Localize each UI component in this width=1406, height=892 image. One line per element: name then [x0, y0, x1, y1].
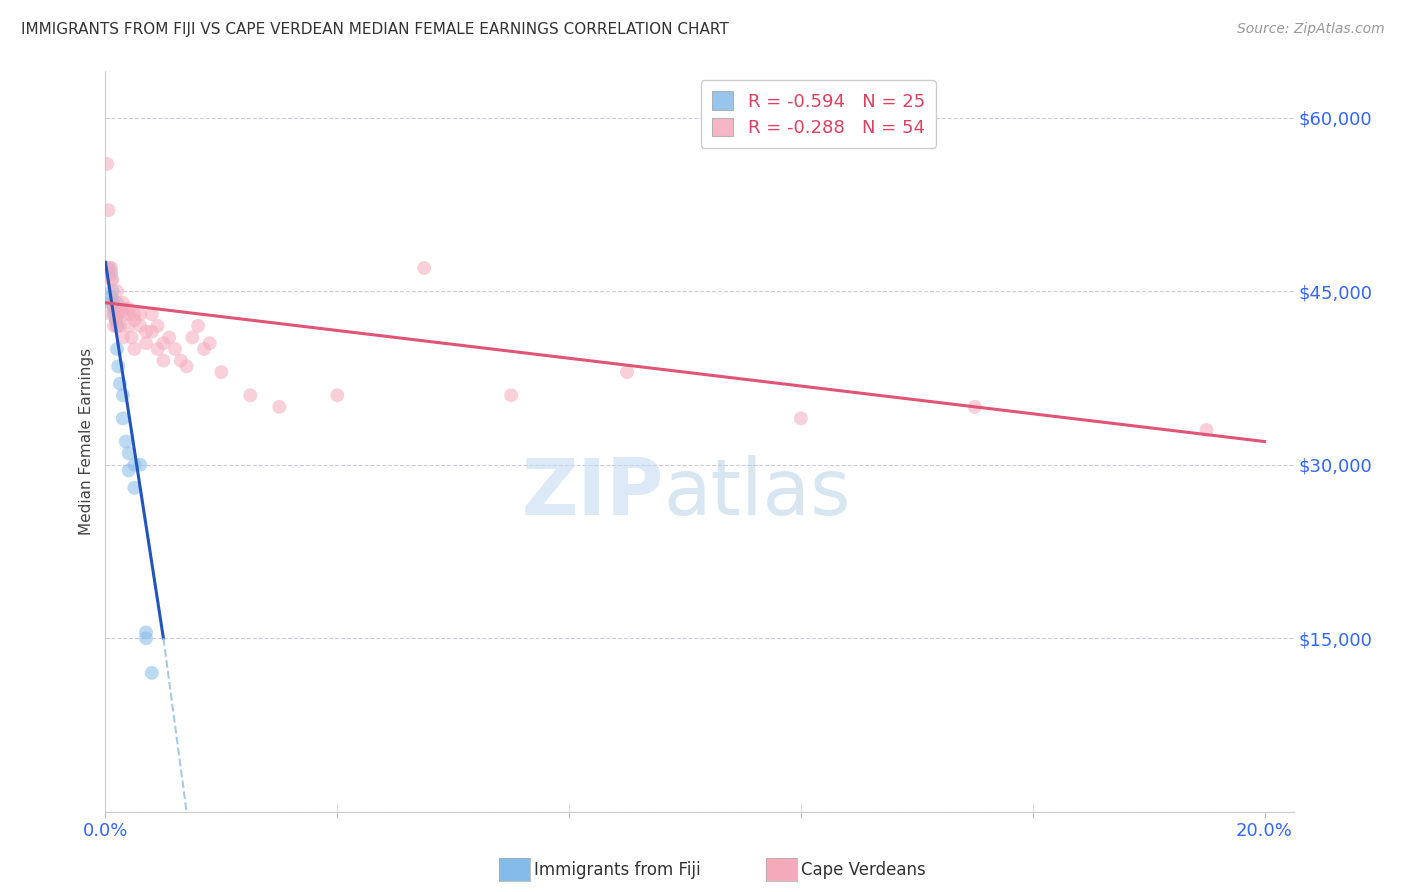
Point: [187, 318, 209, 333]
Text: Cape Verdeans: Cape Verdeans: [801, 861, 927, 879]
Point: [413, 260, 436, 275]
Point: [101, 272, 124, 286]
Text: IMMIGRANTS FROM FIJI VS CAPE VERDEAN MEDIAN FEMALE EARNINGS CORRELATION CHART: IMMIGRANTS FROM FIJI VS CAPE VERDEAN MED…: [21, 22, 728, 37]
Point: [97, 260, 120, 275]
Point: [100, 272, 122, 286]
Point: [111, 411, 134, 425]
Point: [103, 301, 125, 316]
Point: [152, 336, 174, 351]
Point: [114, 434, 136, 449]
Point: [103, 301, 125, 316]
Point: [103, 307, 125, 321]
Point: [141, 665, 163, 680]
Point: [198, 336, 221, 351]
Point: [146, 318, 169, 333]
Point: [1195, 423, 1218, 437]
Point: [141, 307, 163, 321]
Point: [100, 267, 122, 281]
Point: [101, 295, 124, 310]
Point: [124, 307, 146, 321]
Point: [170, 353, 193, 368]
Point: [152, 353, 174, 368]
Point: [100, 307, 122, 321]
Point: [111, 295, 134, 310]
Point: [108, 318, 131, 333]
Point: [103, 318, 125, 333]
Point: [124, 481, 146, 495]
Point: [105, 318, 128, 333]
Point: [129, 458, 152, 472]
Point: [121, 330, 143, 344]
Point: [100, 290, 122, 304]
Point: [129, 318, 152, 333]
Text: Source: ZipAtlas.com: Source: ZipAtlas.com: [1237, 22, 1385, 37]
Point: [117, 463, 139, 477]
Point: [105, 342, 128, 356]
Point: [108, 376, 131, 391]
Legend: R = -0.594   N = 25, R = -0.288   N = 54: R = -0.594 N = 25, R = -0.288 N = 54: [700, 80, 936, 148]
Point: [181, 330, 204, 344]
Point: [100, 260, 122, 275]
Point: [98, 295, 121, 310]
Point: [107, 359, 129, 374]
Point: [193, 342, 215, 356]
Point: [117, 318, 139, 333]
Point: [105, 284, 128, 298]
Point: [124, 342, 146, 356]
Point: [163, 342, 186, 356]
Point: [135, 625, 157, 640]
Point: [111, 307, 134, 321]
Point: [101, 284, 124, 298]
Point: [124, 313, 146, 327]
Point: [239, 388, 262, 402]
Point: [157, 330, 180, 344]
Point: [117, 301, 139, 316]
Point: [111, 301, 134, 316]
Point: [105, 295, 128, 310]
Point: [146, 342, 169, 356]
Point: [176, 359, 198, 374]
Point: [105, 318, 128, 333]
Point: [135, 336, 157, 351]
Point: [97, 203, 120, 218]
Point: [101, 295, 124, 310]
Point: [135, 631, 157, 645]
Text: atlas: atlas: [664, 455, 852, 532]
Point: [111, 330, 134, 344]
Point: [135, 325, 157, 339]
Point: [107, 307, 129, 321]
Text: Immigrants from Fiji: Immigrants from Fiji: [534, 861, 702, 879]
Point: [124, 458, 146, 472]
Point: [326, 388, 349, 402]
Point: [117, 307, 139, 321]
Y-axis label: Median Female Earnings: Median Female Earnings: [79, 348, 94, 535]
Point: [501, 388, 523, 402]
Point: [269, 400, 291, 414]
Point: [111, 388, 134, 402]
Point: [96, 157, 118, 171]
Point: [616, 365, 638, 379]
Point: [117, 446, 139, 460]
Text: ZIP: ZIP: [522, 455, 664, 532]
Point: [790, 411, 813, 425]
Point: [98, 260, 121, 275]
Point: [141, 325, 163, 339]
Point: [209, 365, 232, 379]
Point: [963, 400, 986, 414]
Point: [105, 307, 128, 321]
Point: [104, 313, 127, 327]
Point: [129, 307, 152, 321]
